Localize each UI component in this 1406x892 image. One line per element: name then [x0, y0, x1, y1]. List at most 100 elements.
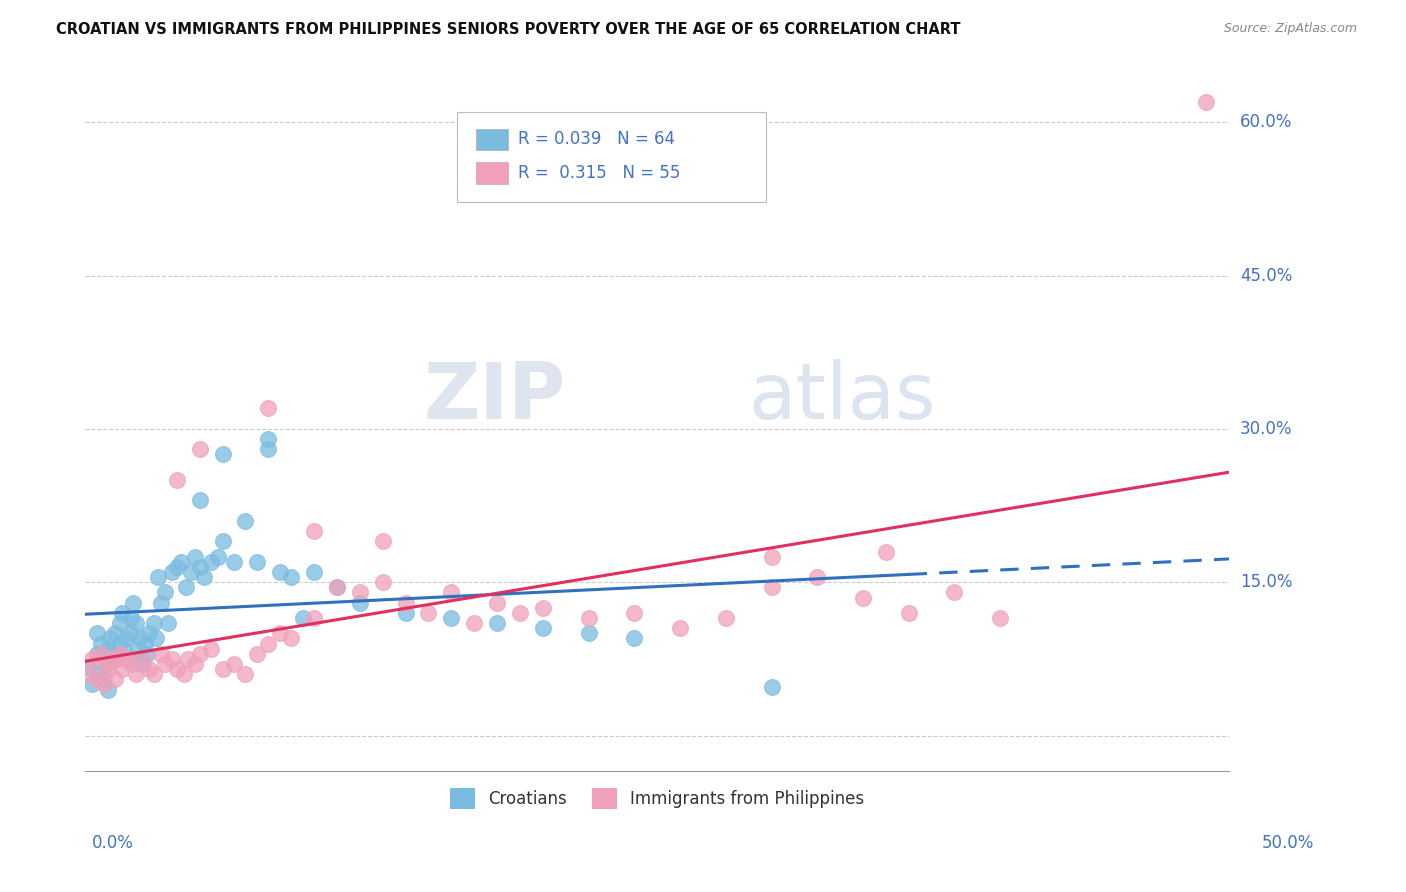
Point — [142, 616, 165, 631]
Point — [93, 677, 115, 691]
Point — [714, 611, 737, 625]
Text: Source: ZipAtlas.com: Source: ZipAtlas.com — [1223, 22, 1357, 36]
Legend: Croatians, Immigrants from Philippines: Croatians, Immigrants from Philippines — [441, 780, 873, 817]
Point — [578, 611, 600, 625]
Point — [222, 555, 245, 569]
Point — [394, 596, 416, 610]
Point — [280, 570, 302, 584]
Point — [193, 570, 215, 584]
Point — [200, 641, 222, 656]
Point — [127, 641, 149, 656]
Point — [188, 442, 211, 457]
Point — [160, 652, 183, 666]
Point — [235, 667, 257, 681]
Point — [138, 626, 160, 640]
Point — [100, 632, 122, 646]
Point — [170, 555, 193, 569]
Point — [86, 673, 108, 687]
Point — [531, 600, 554, 615]
Point — [485, 596, 508, 610]
Point — [101, 652, 124, 666]
Point — [115, 632, 138, 646]
Point — [118, 652, 141, 666]
Point — [207, 549, 229, 564]
Point — [269, 626, 291, 640]
Text: atlas: atlas — [748, 359, 936, 434]
Point — [82, 677, 104, 691]
Point — [173, 667, 195, 681]
Point — [156, 616, 179, 631]
Point — [90, 637, 112, 651]
Point — [211, 448, 233, 462]
Point — [623, 632, 645, 646]
Point — [155, 657, 177, 671]
Point — [142, 667, 165, 681]
Point — [145, 632, 167, 646]
Point — [160, 565, 183, 579]
Point — [349, 596, 371, 610]
Point — [149, 596, 172, 610]
Point — [111, 662, 134, 676]
Point — [291, 611, 314, 625]
Text: 45.0%: 45.0% — [1240, 267, 1292, 285]
Point — [302, 611, 325, 625]
Point — [120, 626, 142, 640]
Point — [257, 442, 280, 457]
Point — [257, 637, 280, 651]
Point — [94, 657, 117, 671]
Point — [188, 493, 211, 508]
Point — [222, 657, 245, 671]
Point — [1195, 95, 1218, 109]
Text: R = 0.039   N = 64: R = 0.039 N = 64 — [517, 130, 675, 148]
Point — [246, 555, 269, 569]
Text: 15.0%: 15.0% — [1240, 574, 1292, 591]
Text: 50.0%: 50.0% — [1263, 834, 1315, 852]
Point — [90, 647, 112, 661]
Point — [138, 662, 160, 676]
Point — [280, 632, 302, 646]
Point — [897, 606, 920, 620]
Point — [120, 611, 142, 625]
Point — [188, 647, 211, 661]
Point — [761, 680, 783, 694]
FancyBboxPatch shape — [477, 128, 509, 150]
Point — [108, 616, 131, 631]
Point — [418, 606, 440, 620]
Point — [509, 606, 531, 620]
Point — [463, 616, 485, 631]
Point — [94, 657, 117, 671]
Point — [326, 580, 349, 594]
Point — [104, 626, 127, 640]
Point — [531, 621, 554, 635]
Point — [108, 647, 131, 661]
Point — [124, 616, 146, 631]
Point — [184, 549, 207, 564]
Point — [184, 657, 207, 671]
Point — [111, 606, 134, 620]
Point — [97, 682, 120, 697]
Text: 30.0%: 30.0% — [1240, 420, 1292, 438]
Point — [166, 662, 188, 676]
Point — [87, 667, 110, 681]
Point — [97, 641, 120, 656]
Point — [120, 657, 142, 671]
Point — [86, 647, 108, 661]
Point — [269, 565, 291, 579]
Point — [623, 606, 645, 620]
Point — [122, 596, 145, 610]
Point — [124, 667, 146, 681]
Point — [440, 585, 463, 599]
Point — [302, 524, 325, 538]
Point — [104, 673, 127, 687]
Point — [257, 401, 280, 416]
Point — [302, 565, 325, 579]
Point — [76, 660, 98, 674]
Text: CROATIAN VS IMMIGRANTS FROM PHILIPPINES SENIORS POVERTY OVER THE AGE OF 65 CORRE: CROATIAN VS IMMIGRANTS FROM PHILIPPINES … — [56, 22, 960, 37]
Point — [166, 560, 188, 574]
Point — [875, 544, 897, 558]
Point — [155, 585, 177, 599]
Point — [166, 473, 188, 487]
Point — [97, 662, 120, 676]
Point — [578, 626, 600, 640]
Point — [108, 637, 131, 651]
